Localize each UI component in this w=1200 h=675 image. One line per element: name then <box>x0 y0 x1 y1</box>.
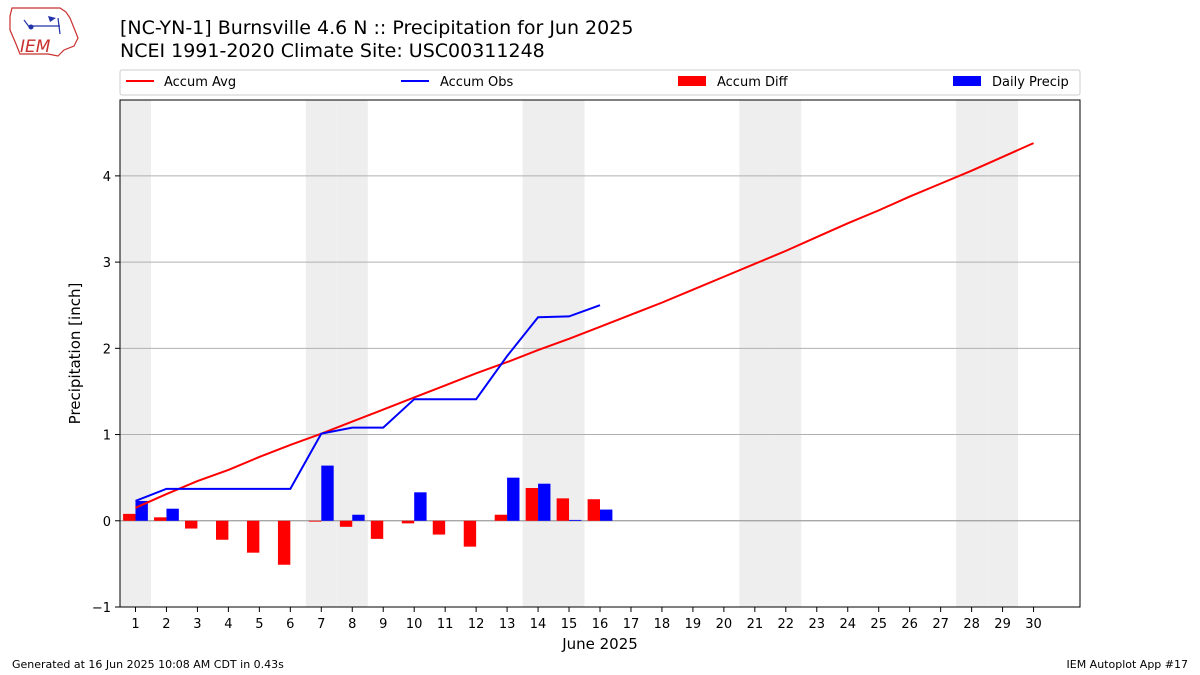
weekend-shading <box>120 100 1019 607</box>
daily-precip-bar-day-8 <box>352 514 365 521</box>
y-tick-label-3: 3 <box>103 256 111 271</box>
legend-swatch-accum-diff <box>678 76 706 86</box>
accum-diff-bar-day-2 <box>154 517 167 521</box>
accum-diff-bar-day-4 <box>216 520 229 540</box>
legend: Accum Avg Accum Obs Accum Diff Daily Pre… <box>119 69 1081 96</box>
accum-diff-bar-day-3 <box>185 520 198 529</box>
weekend-band-day-21 <box>739 100 771 607</box>
weekend-band-day-7 <box>305 100 337 607</box>
x-tick-label-1: 1 <box>131 617 139 632</box>
accum-diff-bar-day-9 <box>370 520 384 539</box>
y-axis-label: Precipitation [inch] <box>66 283 84 425</box>
daily-precip-bar-day-15 <box>569 519 582 521</box>
x-tick-label-5: 5 <box>255 617 263 632</box>
y-tick-label-0: 0 <box>103 515 111 530</box>
x-tick-label-4: 4 <box>224 617 232 632</box>
x-tick-label-10: 10 <box>406 617 423 632</box>
weekend-band-day-22 <box>770 100 802 607</box>
accum-obs-line <box>135 304 601 502</box>
daily-precip-bar-day-10 <box>414 492 427 521</box>
x-tick-label-9: 9 <box>379 617 387 632</box>
y-tick-label-2: 2 <box>103 342 111 357</box>
accum-diff-bar-day-14 <box>525 488 539 521</box>
daily-precip-bar-day-14 <box>538 483 551 521</box>
x-tick-label-17: 17 <box>623 617 640 632</box>
x-axis-label: June 2025 <box>561 635 638 653</box>
weekend-band-day-28 <box>956 100 988 607</box>
x-tick-label-22: 22 <box>778 617 795 632</box>
legend-label-accum-avg: Accum Avg <box>164 75 236 90</box>
y-axis: −1 0 1 2 3 4 <box>92 170 120 616</box>
x-tick-label-30: 30 <box>1025 617 1042 632</box>
x-tick-label-11: 11 <box>437 617 454 632</box>
x-tick-label-14: 14 <box>530 617 547 632</box>
x-tick-label-25: 25 <box>870 617 887 632</box>
legend-item-accum-diff: Accum Diff <box>678 75 789 90</box>
accum-diff-bar-day-7 <box>308 520 322 522</box>
x-tick-label-18: 18 <box>654 617 671 632</box>
x-tick-label-23: 23 <box>809 617 826 632</box>
accum-diff-bar-day-13 <box>494 514 508 521</box>
x-tick-label-8: 8 <box>348 617 356 632</box>
app-label: IEM Autoplot App #17 <box>1066 658 1189 671</box>
generated-timestamp: Generated at 16 Jun 2025 10:08 AM CDT in… <box>12 658 284 671</box>
legend-item-daily-precip: Daily Precip <box>953 75 1069 90</box>
accum-diff-bar-day-5 <box>246 520 260 553</box>
x-axis: 1 2 3 4 5 6 7 8 9 10 11 12 13 14 15 16 17 18 19 20 21 22 23 24 2… <box>131 607 1042 632</box>
x-tick-label-19: 19 <box>685 617 702 632</box>
x-tick-label-7: 7 <box>317 617 325 632</box>
x-tick-label-20: 20 <box>716 617 733 632</box>
accum-diff-bar-day-8 <box>339 520 353 527</box>
logo-text: IEM <box>20 37 51 57</box>
x-tick-label-12: 12 <box>468 617 485 632</box>
accum-diff-bar-day-15 <box>556 498 570 521</box>
legend-swatch-daily-precip <box>953 76 981 86</box>
y-tick-label--1: −1 <box>92 601 111 616</box>
chart-subtitle: NCEI 1991-2020 Climate Site: USC00311248 <box>120 40 545 62</box>
accum-diff-bar-day-6 <box>277 520 291 565</box>
x-tick-label-28: 28 <box>963 617 980 632</box>
gridlines <box>120 175 1080 608</box>
accum-diff-bars <box>123 488 600 565</box>
daily-precip-bars <box>135 465 613 521</box>
accum-diff-bar-day-1 <box>123 513 136 521</box>
legend-label-daily-precip: Daily Precip <box>992 75 1069 90</box>
accum-diff-bar-day-12 <box>463 520 477 547</box>
accum-diff-bar-day-16 <box>587 499 600 521</box>
daily-precip-bar-day-2 <box>166 508 179 521</box>
legend-item-accum-obs: Accum Obs <box>401 75 513 90</box>
x-tick-label-26: 26 <box>901 617 918 632</box>
y-tick-label-1: 1 <box>103 429 111 444</box>
x-tick-label-29: 29 <box>994 617 1011 632</box>
legend-label-accum-obs: Accum Obs <box>440 75 513 90</box>
x-tick-label-3: 3 <box>193 617 201 632</box>
daily-precip-bar-day-13 <box>507 477 520 521</box>
weekend-band-day-1 <box>120 100 151 607</box>
iem-logo: IEM <box>9 7 79 57</box>
x-tick-label-13: 13 <box>499 617 516 632</box>
x-tick-label-24: 24 <box>839 617 856 632</box>
x-tick-label-21: 21 <box>747 617 764 632</box>
x-tick-label-27: 27 <box>932 617 949 632</box>
daily-precip-bar-day-7 <box>321 465 334 521</box>
legend-item-accum-avg: Accum Avg <box>126 75 236 90</box>
weekend-band-day-29 <box>987 100 1019 607</box>
accum-diff-bar-day-11 <box>432 520 446 535</box>
daily-precip-bar-day-16 <box>600 509 613 521</box>
y-tick-label-4: 4 <box>103 170 111 185</box>
chart-title: [NC-YN-1] Burnsville 4.6 N :: Precipitat… <box>120 17 634 39</box>
x-tick-label-16: 16 <box>592 617 609 632</box>
accum-diff-bar-day-10 <box>401 520 415 524</box>
legend-label-accum-diff: Accum Diff <box>717 75 789 90</box>
weekend-band-day-15 <box>553 100 585 607</box>
accum-avg-line <box>135 142 1034 509</box>
x-tick-label-6: 6 <box>286 617 294 632</box>
x-tick-label-15: 15 <box>561 617 578 632</box>
x-tick-label-2: 2 <box>162 617 170 632</box>
